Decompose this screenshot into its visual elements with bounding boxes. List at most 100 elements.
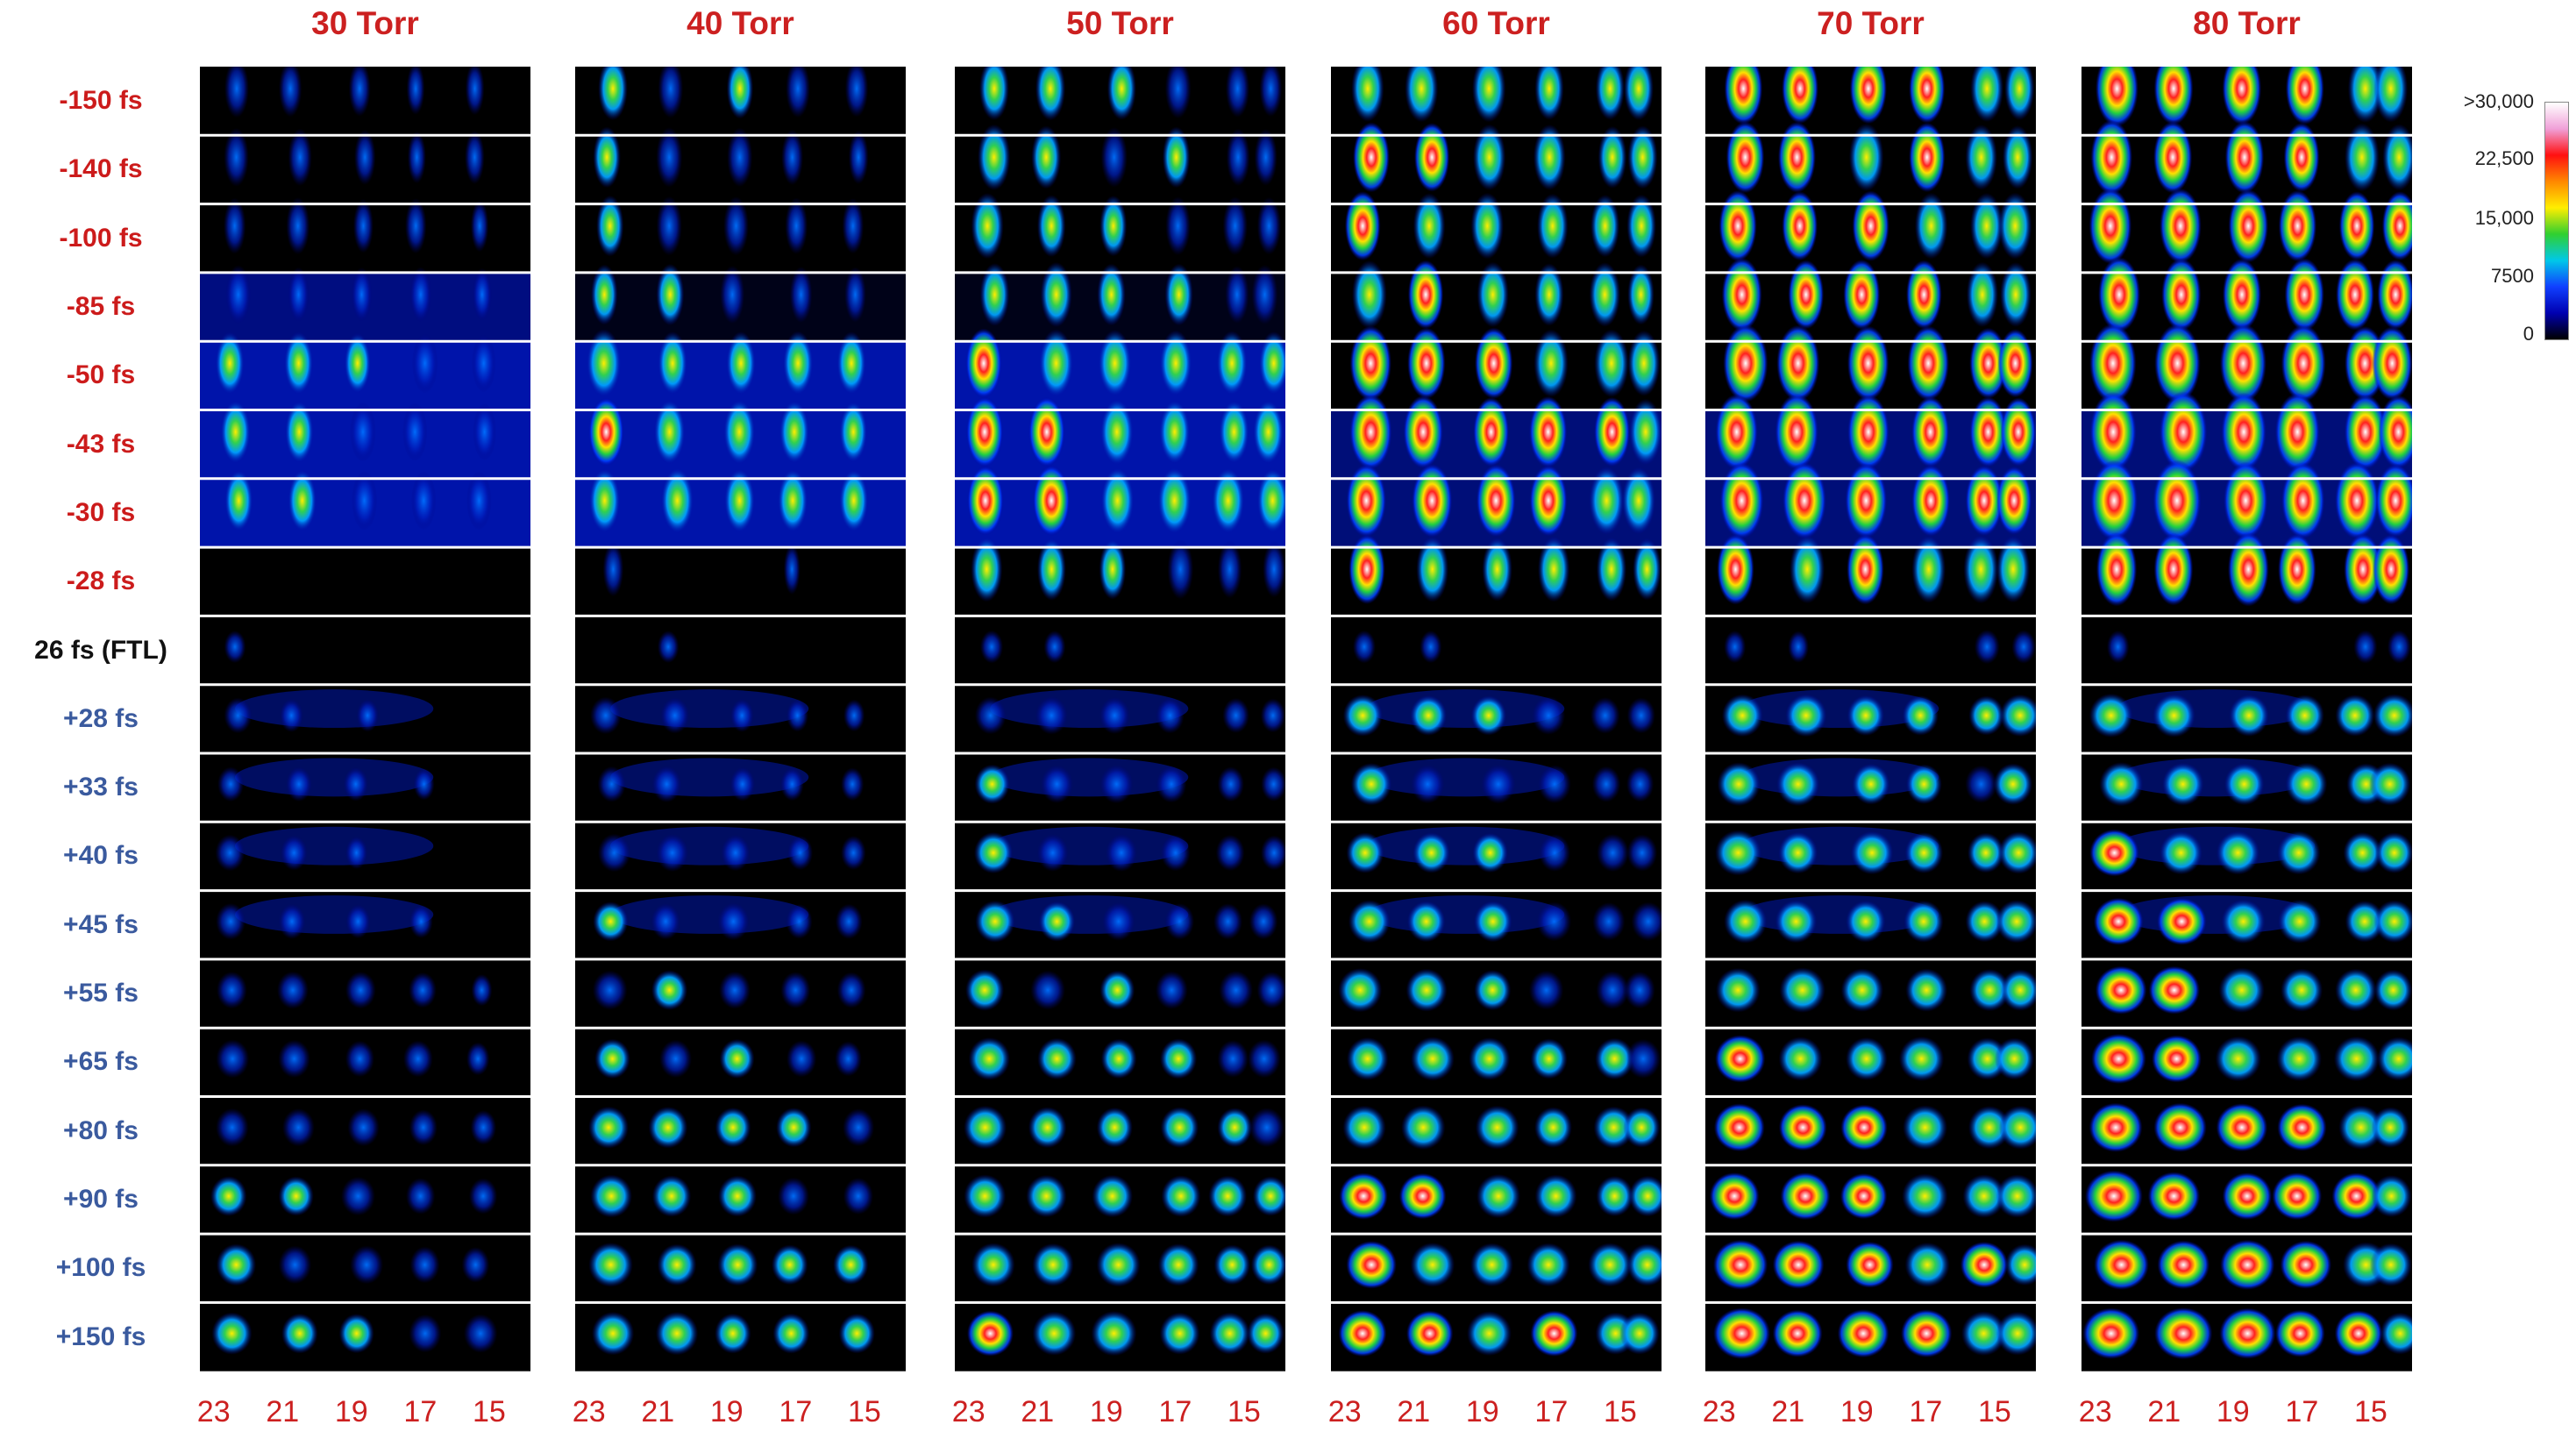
- harmonic-signal: [277, 971, 309, 1009]
- harmonic-signal: [975, 900, 1015, 943]
- harmonic-signal: [1213, 1244, 1251, 1286]
- harmonic-signal: [215, 834, 246, 872]
- harmonic-signal: [2089, 693, 2133, 738]
- row-label: -43 fs: [66, 429, 136, 459]
- harmonic-signal: [653, 399, 686, 465]
- harmonic-signal: [1413, 123, 1450, 192]
- heatmap-svg: [1705, 67, 2036, 1371]
- harmonic-signal: [2334, 461, 2380, 540]
- x-tick-label: 21: [1021, 1395, 1055, 1428]
- harmonic-signal: [656, 833, 689, 873]
- row-label: +150 fs: [55, 1321, 146, 1351]
- harmonic-signal: [411, 471, 437, 531]
- x-tick-label: 21: [2147, 1395, 2181, 1428]
- harmonic-signal: [2000, 261, 2032, 327]
- harmonic-signal: [717, 1243, 758, 1286]
- harmonic-signal: [1911, 464, 1951, 537]
- harmonic-signal: [343, 766, 368, 801]
- harmonic-signal: [1219, 400, 1249, 465]
- harmonic-signal: [1965, 465, 2003, 537]
- harmonic-signal: [1782, 67, 1818, 125]
- harmonic-signal: [1405, 67, 1439, 123]
- harmonic-signal: [1252, 1176, 1285, 1216]
- harmonic-signal: [1159, 1312, 1200, 1355]
- harmonic-signal: [1096, 1107, 1133, 1148]
- harmonic-signal: [651, 970, 688, 1011]
- harmonic-signal: [964, 1105, 1007, 1150]
- harmonic-signal: [1906, 764, 1942, 805]
- harmonic-signal: [971, 1243, 1015, 1287]
- harmonic-signal: [1782, 191, 1818, 261]
- harmonic-signal: [2369, 762, 2411, 806]
- harmonic-signal: [1156, 766, 1187, 803]
- harmonic-signal: [2285, 67, 2324, 125]
- harmonic-signal: [1993, 763, 2033, 805]
- harmonic-signal: [1159, 399, 1191, 465]
- harmonic-signal: [2373, 694, 2412, 737]
- harmonic-signal: [2222, 258, 2262, 331]
- harmonic-signal: [1724, 67, 1763, 125]
- harmonic-signal: [409, 1109, 438, 1146]
- row-background-wash: [235, 758, 434, 797]
- harmonic-signal: [1165, 196, 1191, 256]
- harmonic-signal: [657, 630, 680, 664]
- harmonic-signal: [2281, 324, 2326, 402]
- harmonic-signal: [1156, 697, 1185, 734]
- harmonic-signal: [1102, 901, 1135, 941]
- harmonic-signal: [1216, 331, 1248, 396]
- row-label: +90 fs: [63, 1184, 139, 1214]
- harmonic-signal: [838, 1313, 875, 1354]
- column-title: 60 Torr: [1442, 5, 1550, 41]
- harmonic-signal: [1965, 901, 2004, 943]
- harmonic-signal: [409, 972, 437, 1008]
- harmonic-signal: [1902, 695, 1939, 736]
- harmonic-signal: [1413, 193, 1446, 260]
- harmonic-signal: [1100, 1038, 1137, 1079]
- harmonic-signal: [1776, 762, 1820, 807]
- heatmap-panel: [575, 67, 906, 1371]
- harmonic-signal: [282, 1108, 315, 1147]
- harmonic-signal: [1538, 765, 1571, 804]
- harmonic-signal: [715, 1107, 751, 1148]
- harmonic-signal: [1593, 1106, 1634, 1149]
- harmonic-signal: [2089, 829, 2139, 877]
- harmonic-signal: [2004, 1243, 2036, 1286]
- harmonic-signal: [1776, 324, 1820, 402]
- harmonic-signal: [347, 1108, 380, 1147]
- harmonic-signal: [2283, 122, 2320, 192]
- harmonic-signal: [2278, 899, 2322, 944]
- harmonic-signal: [215, 331, 245, 395]
- harmonic-signal: [409, 1314, 442, 1353]
- harmonic-signal: [2369, 1243, 2412, 1287]
- harmonic-signal: [593, 126, 621, 189]
- row-label: -28 fs: [66, 566, 136, 596]
- harmonic-signal: [2011, 630, 2036, 664]
- harmonic-signal: [2159, 391, 2208, 473]
- harmonic-signal: [971, 536, 1003, 602]
- harmonic-signal: [1715, 967, 1761, 1013]
- row-background-wash: [610, 758, 809, 797]
- harmonic-signal: [1041, 765, 1073, 803]
- x-tick-label: 19: [1089, 1395, 1123, 1428]
- harmonic-signal: [777, 468, 808, 533]
- harmonic-signal: [217, 971, 247, 1009]
- harmonic-signal: [1405, 968, 1448, 1012]
- harmonic-signal: [730, 698, 754, 732]
- row-label: -85 fs: [66, 292, 136, 322]
- harmonic-signal: [1775, 393, 1818, 471]
- harmonic-signal: [406, 67, 425, 115]
- harmonic-signal: [1099, 696, 1130, 735]
- harmonic-signal: [1595, 1037, 1634, 1080]
- harmonic-signal: [224, 197, 246, 254]
- harmonic-signal: [1217, 766, 1244, 802]
- harmonic-signal: [2160, 830, 2202, 875]
- harmonic-signal: [466, 471, 492, 531]
- harmonic-signal: [835, 903, 863, 939]
- harmonic-signal: [2331, 1172, 2381, 1220]
- harmonic-signal: [1790, 535, 1825, 604]
- harmonic-signal: [1961, 1311, 2006, 1357]
- harmonic-signal: [1099, 195, 1128, 257]
- harmonic-signal: [2093, 897, 2144, 945]
- harmonic-signal: [1778, 1037, 1823, 1081]
- heatmap-svg: [955, 67, 1285, 1371]
